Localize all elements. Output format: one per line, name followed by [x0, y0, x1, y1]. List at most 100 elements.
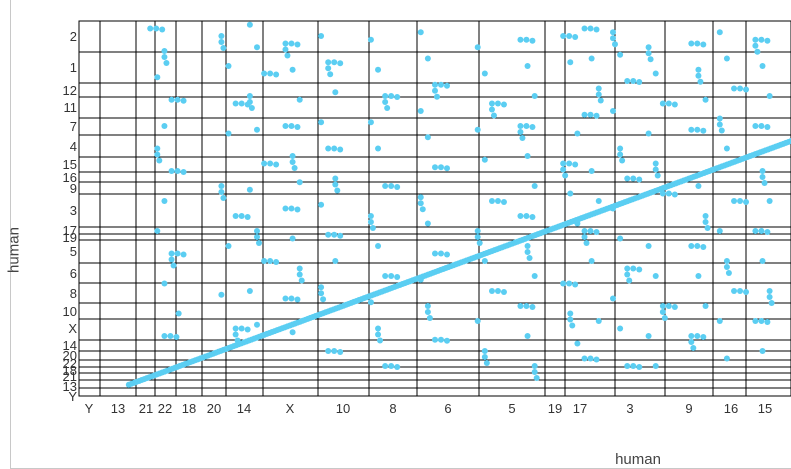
scatter-point	[417, 194, 424, 201]
scatter-point	[560, 160, 567, 167]
x-tick-label: X	[286, 401, 295, 416]
scatter-point	[282, 46, 289, 53]
scatter-point	[612, 41, 618, 48]
scatter-point	[610, 108, 616, 114]
scatter-point	[367, 213, 374, 219]
scatter-point	[636, 176, 643, 183]
scatter-point	[488, 288, 495, 294]
scatter-point	[652, 70, 659, 77]
scatter-point	[593, 112, 600, 119]
scatter-point	[238, 100, 245, 107]
y-axis-label: human	[5, 227, 23, 273]
scatter-point	[318, 33, 325, 39]
scatter-point	[731, 198, 738, 204]
scatter-point	[424, 309, 431, 315]
scatter-point	[517, 213, 524, 219]
scatter-point	[284, 52, 291, 59]
scatter-point	[671, 304, 678, 310]
x-tick-label: 18	[182, 401, 196, 416]
scatter-point	[636, 266, 643, 273]
scatter-point	[337, 146, 344, 153]
y-tick-label: Y	[68, 389, 77, 404]
scatter-point	[337, 60, 344, 67]
scatter-point	[566, 280, 573, 287]
scatter-point	[394, 94, 401, 100]
scatter-point	[723, 355, 730, 362]
scatter-point	[531, 93, 538, 99]
scatter-point	[523, 303, 530, 309]
scatter-point	[595, 85, 602, 92]
scatter-point	[332, 175, 339, 182]
scatter-point	[438, 81, 444, 88]
scatter-point	[526, 255, 533, 261]
scatter-point	[523, 123, 530, 129]
scatter-point	[246, 186, 253, 193]
scatter-point	[759, 168, 766, 174]
scatter-point	[325, 145, 332, 152]
scatter-point	[567, 310, 574, 317]
scatter-point	[246, 93, 253, 99]
scatter-point	[761, 180, 768, 186]
scatter-point	[716, 318, 723, 324]
scatter-point	[289, 159, 296, 165]
scatter-point	[645, 130, 652, 137]
scatter-point	[764, 229, 771, 235]
scatter-point	[519, 135, 526, 141]
scatter-point	[731, 288, 738, 294]
scatter-point	[474, 234, 481, 240]
scatter-point	[154, 151, 161, 158]
scatter-point	[388, 183, 395, 189]
scatter-point	[254, 126, 260, 133]
scatter-point	[318, 284, 325, 291]
scatter-point	[523, 36, 530, 43]
scatter-point	[517, 129, 524, 135]
scatter-point	[254, 228, 260, 234]
scatter-point	[294, 296, 301, 303]
scatter-point	[218, 33, 225, 39]
scatter-point	[517, 303, 524, 309]
scatter-point	[218, 39, 225, 45]
scatter-point	[610, 295, 616, 302]
scatter-point	[232, 325, 239, 332]
scatter-point	[288, 123, 295, 129]
scatter-point	[170, 262, 177, 269]
scatter-point	[723, 55, 730, 62]
scatter-point	[444, 82, 450, 89]
scatter-point	[296, 265, 303, 272]
scatter-point	[232, 100, 239, 107]
x-tick-label: Y	[85, 401, 94, 416]
scatter-point	[560, 166, 567, 173]
scatter-point	[517, 123, 524, 129]
scatter-point	[332, 181, 339, 188]
scatter-point	[531, 273, 538, 279]
scatter-point	[636, 79, 643, 85]
x-tick-label: 13	[111, 401, 125, 416]
scatter-point	[758, 228, 765, 234]
scatter-point	[154, 74, 161, 81]
scatter-point	[630, 78, 637, 84]
scatter-point	[494, 198, 501, 204]
scatter-point	[474, 126, 481, 133]
scatter-point	[695, 72, 702, 79]
scatter-point	[566, 33, 573, 39]
scatter-point	[382, 99, 389, 105]
scatter-point	[273, 161, 280, 168]
scatter-point	[652, 363, 659, 369]
scatter-point	[659, 100, 666, 107]
scatter-point	[289, 329, 296, 336]
scatter-point	[424, 55, 431, 62]
scatter-point	[282, 123, 289, 129]
scatter-point	[688, 339, 695, 345]
scatter-point	[524, 63, 531, 69]
scatter-point	[218, 189, 225, 195]
scatter-point	[560, 280, 567, 287]
scatter-point	[246, 288, 253, 294]
scatter-point	[382, 93, 389, 99]
scatter-point	[572, 281, 579, 288]
scatter-point	[432, 336, 438, 343]
x-tick-label: 3	[626, 401, 633, 416]
scatter-point	[289, 66, 296, 73]
scatter-point	[481, 354, 488, 360]
scatter-point	[718, 127, 725, 134]
scatter-point	[474, 318, 481, 324]
